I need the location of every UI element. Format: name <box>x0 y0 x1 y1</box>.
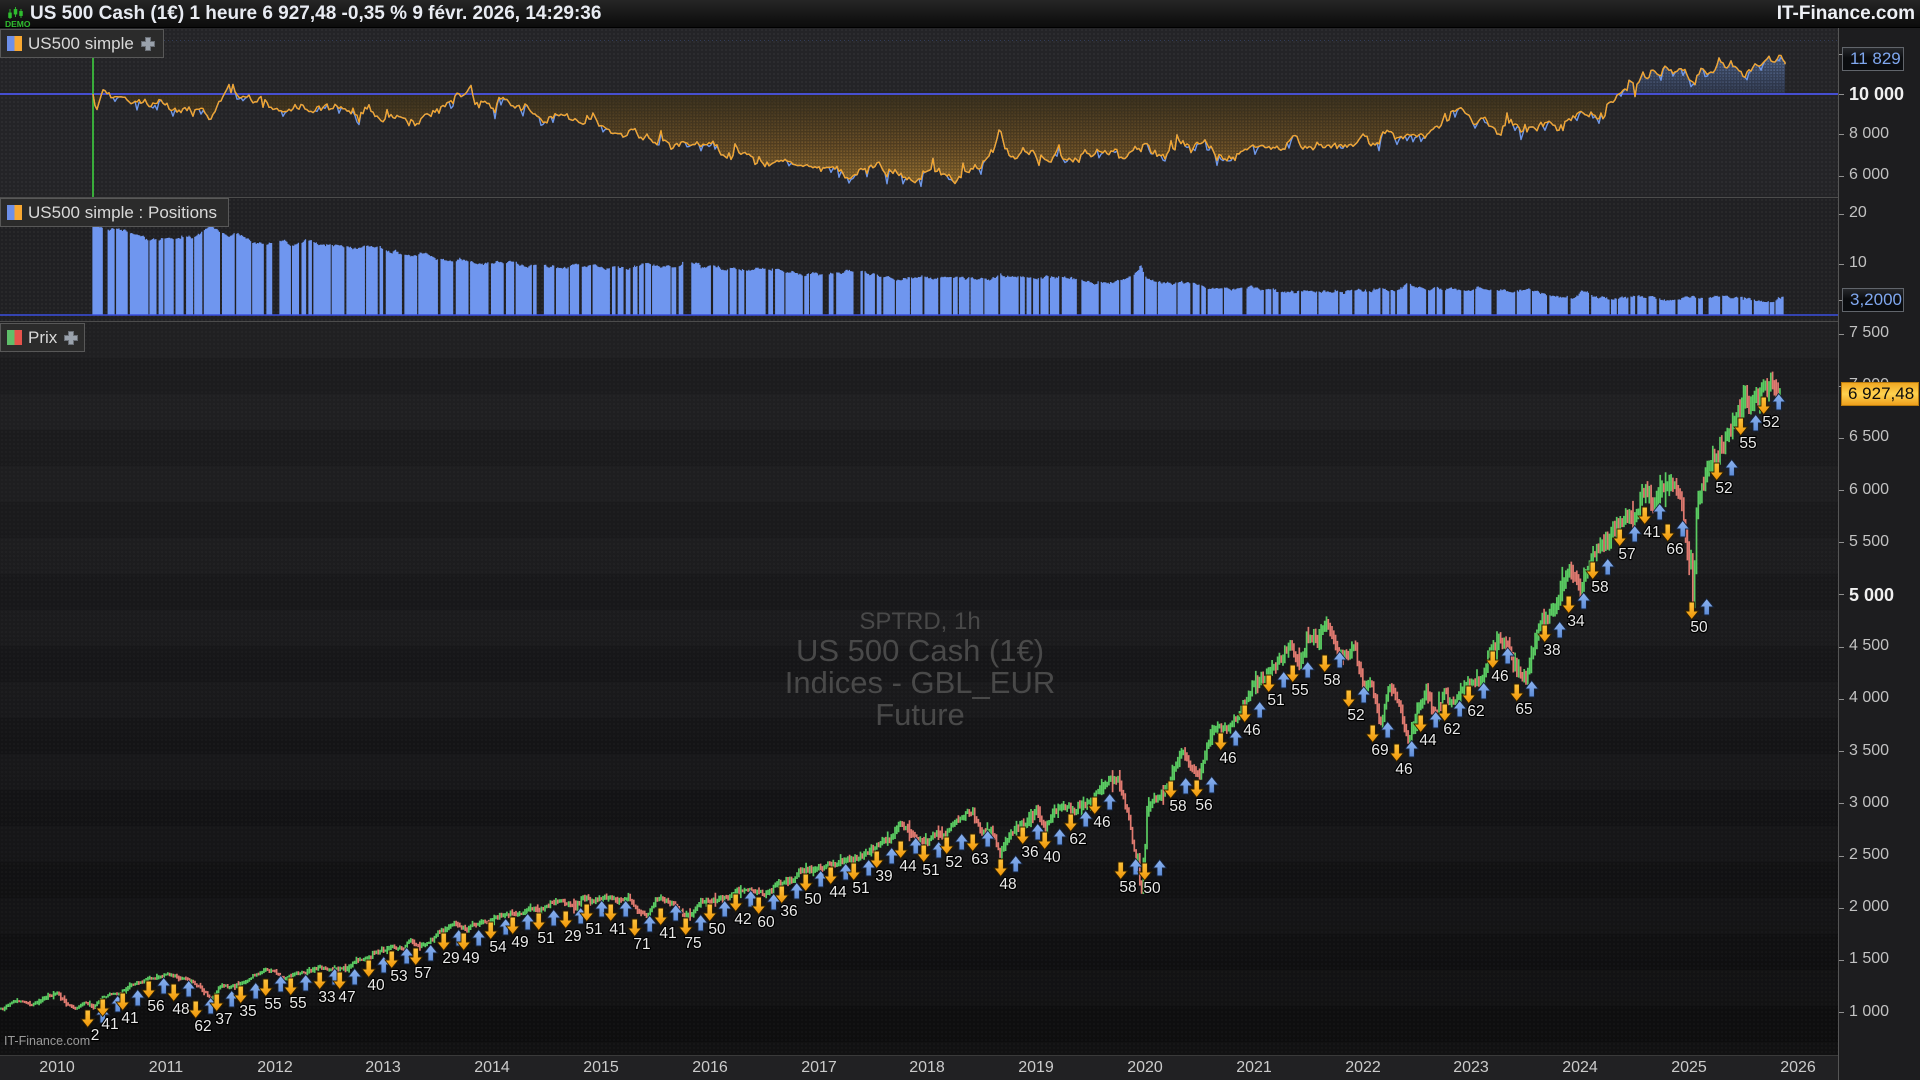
svg-text:75: 75 <box>684 935 701 952</box>
svg-text:33: 33 <box>318 989 335 1006</box>
svg-text:56: 56 <box>147 998 164 1015</box>
svg-text:46: 46 <box>1491 668 1508 685</box>
svg-text:71: 71 <box>633 936 650 953</box>
svg-text:40: 40 <box>1043 849 1061 866</box>
svg-text:48: 48 <box>172 1001 189 1018</box>
svg-text:50: 50 <box>1143 880 1161 897</box>
svg-text:DEMO: DEMO <box>5 19 31 28</box>
svg-text:SPTRD, 1h: SPTRD, 1h <box>859 608 980 635</box>
svg-text:36: 36 <box>780 903 797 920</box>
svg-text:62: 62 <box>194 1018 211 1035</box>
svg-text:39: 39 <box>875 868 892 885</box>
svg-text:58: 58 <box>1323 672 1340 689</box>
svg-text:49: 49 <box>511 934 528 951</box>
svg-text:29: 29 <box>442 950 459 967</box>
svg-text:44: 44 <box>1419 732 1437 749</box>
svg-text:41: 41 <box>101 1016 118 1033</box>
svg-text:46: 46 <box>1243 722 1260 739</box>
svg-text:52: 52 <box>1715 480 1732 497</box>
svg-text:51: 51 <box>1267 692 1284 709</box>
svg-text:55: 55 <box>1739 435 1756 452</box>
svg-text:55: 55 <box>1291 682 1308 699</box>
svg-text:IT-Finance.com: IT-Finance.com <box>4 1034 90 1048</box>
svg-text:52: 52 <box>1762 414 1779 431</box>
svg-text:66: 66 <box>1666 541 1683 558</box>
svg-text:58: 58 <box>1169 798 1186 815</box>
svg-text:40: 40 <box>367 977 385 994</box>
svg-text:44: 44 <box>899 858 917 875</box>
svg-text:38: 38 <box>1543 642 1560 659</box>
svg-text:Future: Future <box>875 697 965 732</box>
svg-text:50: 50 <box>804 891 822 908</box>
svg-text:46: 46 <box>1219 750 1236 767</box>
svg-text:US 500 Cash (1€): US 500 Cash (1€) <box>796 633 1044 668</box>
svg-text:51: 51 <box>585 921 602 938</box>
svg-text:52: 52 <box>1347 707 1364 724</box>
svg-text:60: 60 <box>757 914 775 931</box>
svg-text:47: 47 <box>338 989 355 1006</box>
svg-text:51: 51 <box>852 880 869 897</box>
svg-text:2: 2 <box>91 1027 100 1044</box>
svg-text:37: 37 <box>215 1011 232 1028</box>
svg-text:51: 51 <box>537 930 554 947</box>
svg-text:51: 51 <box>922 862 939 879</box>
svg-text:62: 62 <box>1443 721 1460 738</box>
svg-text:55: 55 <box>289 995 306 1012</box>
svg-text:49: 49 <box>462 950 479 967</box>
svg-text:57: 57 <box>1618 546 1635 563</box>
svg-text:48: 48 <box>999 876 1016 893</box>
svg-text:54: 54 <box>489 939 507 956</box>
svg-text:34: 34 <box>1567 613 1585 630</box>
svg-text:Indices - GBL_EUR: Indices - GBL_EUR <box>785 665 1056 700</box>
svg-text:41: 41 <box>609 921 626 938</box>
svg-text:41: 41 <box>1643 524 1660 541</box>
svg-text:35: 35 <box>239 1003 256 1020</box>
svg-text:52: 52 <box>945 854 962 871</box>
svg-text:36: 36 <box>1021 844 1038 861</box>
svg-text:62: 62 <box>1069 831 1086 848</box>
svg-text:58: 58 <box>1591 579 1608 596</box>
svg-text:63: 63 <box>971 851 988 868</box>
svg-text:50: 50 <box>708 921 726 938</box>
svg-text:41: 41 <box>121 1010 138 1027</box>
svg-text:42: 42 <box>734 911 751 928</box>
svg-text:53: 53 <box>390 968 407 985</box>
svg-text:46: 46 <box>1395 761 1412 778</box>
svg-text:57: 57 <box>414 965 431 982</box>
svg-text:41: 41 <box>659 925 676 942</box>
svg-text:46: 46 <box>1093 814 1110 831</box>
svg-text:62: 62 <box>1467 703 1484 720</box>
svg-text:29: 29 <box>564 928 581 945</box>
svg-text:56: 56 <box>1195 797 1212 814</box>
svg-text:69: 69 <box>1371 742 1388 759</box>
svg-text:55: 55 <box>264 996 281 1013</box>
svg-text:44: 44 <box>829 884 847 901</box>
svg-text:65: 65 <box>1515 701 1532 718</box>
svg-text:50: 50 <box>1690 619 1708 636</box>
svg-text:58: 58 <box>1119 879 1136 896</box>
